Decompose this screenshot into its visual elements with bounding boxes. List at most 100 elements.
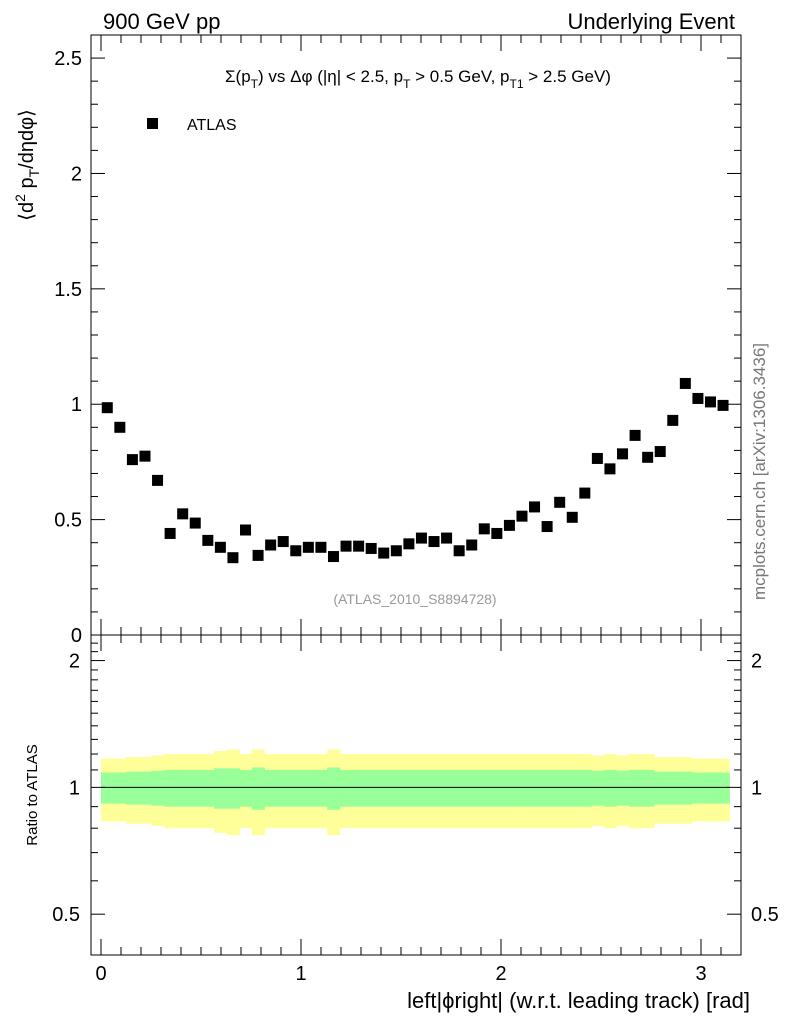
ratio-panel-frame <box>90 634 742 956</box>
data-point <box>692 392 704 404</box>
green-band-bin <box>704 772 718 804</box>
data-point <box>579 487 591 499</box>
data-point <box>667 414 679 426</box>
main-y-tick-label: 0 <box>71 625 82 647</box>
green-band-bin <box>188 769 203 807</box>
green-band-bin <box>503 769 517 807</box>
data-point <box>327 551 339 563</box>
ratio-y-tick-label: 2 <box>69 651 80 673</box>
x-tick-label: 2 <box>495 963 506 985</box>
green-band-bin <box>390 769 404 807</box>
ratio-y-ticks: 0.5 0.5 1 1 2 2 <box>52 642 779 926</box>
data-point <box>302 541 314 553</box>
data-point <box>290 545 302 557</box>
x-tick-label: 1 <box>295 963 306 985</box>
ylabel-part-a: ⟨d <box>16 202 38 221</box>
green-band-bin <box>653 771 667 805</box>
ylabel-sup: 2 <box>12 194 28 202</box>
data-point <box>139 450 151 462</box>
green-band-bin <box>327 767 341 810</box>
main-x-ticks <box>100 35 722 635</box>
green-band-bin <box>440 769 454 807</box>
title-part-mid-1: ) vs Δφ (|η| < 2.5, p <box>258 67 403 86</box>
green-band-bin <box>289 769 303 807</box>
data-point <box>277 536 289 548</box>
ratio-panel: 0.5 0.5 1 1 2 2 0 1 2 3 Ratio to ATLAS left|ϕrig… <box>24 634 779 1013</box>
green-band-bin <box>314 769 328 807</box>
main-y-tick-label: 2 <box>71 163 82 185</box>
green-band-bin <box>528 769 542 807</box>
data-point <box>177 508 189 520</box>
title-part-mid-2: > 0.5 GeV, p <box>410 67 509 86</box>
green-band-bin <box>565 769 580 807</box>
ylabel-sub: T <box>26 168 42 177</box>
main-y-tick-label: 1.5 <box>54 279 82 301</box>
data-point <box>629 429 641 441</box>
data-point <box>126 454 138 466</box>
title-part-lead: Σ(p <box>225 67 251 86</box>
green-band-bin <box>226 768 240 809</box>
ratio-y-tick-label-right: 0.5 <box>751 904 779 926</box>
ratio-y-tick-label-right: 1 <box>751 777 762 799</box>
green-band-bin <box>402 769 416 807</box>
green-band-bin <box>540 769 554 807</box>
data-point <box>717 399 729 411</box>
green-band-bin <box>251 767 265 810</box>
title-sub-2: T <box>403 77 411 91</box>
header-right-label: Underlying Event <box>567 9 735 34</box>
data-point <box>503 519 515 531</box>
x-tick-label: 0 <box>95 963 106 985</box>
data-point <box>114 421 126 433</box>
ratio-y-tick-label-right: 2 <box>751 651 762 673</box>
data-point <box>466 539 478 551</box>
green-band-bin <box>553 769 567 807</box>
data-point <box>529 501 541 513</box>
ratio-bands <box>101 749 730 836</box>
green-band-bin <box>641 769 655 807</box>
data-point <box>704 396 716 408</box>
data-point <box>378 547 390 559</box>
green-band-bin <box>113 772 127 804</box>
green-band-bin <box>716 772 730 804</box>
green-band-bin <box>352 769 366 807</box>
x-axis-label: left|ϕright| (w.r.t. leading track) [rad… <box>407 988 750 1013</box>
header-left-label: 900 GeV pp <box>103 9 220 34</box>
data-point <box>164 527 176 539</box>
green-band-bin <box>490 769 504 807</box>
analysis-watermark: (ATLAS_2010_S8894728) <box>333 591 496 607</box>
green-band-bin <box>427 769 441 807</box>
main-y-tick-label: 1 <box>71 394 82 416</box>
side-label: mcplots.cern.ch [arXiv:1306.3436] <box>750 343 769 600</box>
data-point <box>591 452 603 464</box>
data-point <box>441 532 453 544</box>
data-point <box>541 521 553 533</box>
data-point <box>365 542 377 554</box>
green-band-bin <box>578 769 592 807</box>
green-band-bin <box>138 771 152 805</box>
data-point <box>315 541 327 553</box>
main-y-axis-label: ⟨d2 pT/dηdφ⟩ <box>12 109 42 221</box>
title-sub-3: T1 <box>510 77 524 91</box>
main-plot-title: Σ(pT) vs Δφ (|η| < 2.5, pT > 0.5 GeV, pT… <box>225 67 611 91</box>
data-point <box>617 448 629 460</box>
data-point <box>390 545 402 557</box>
data-point <box>679 377 691 389</box>
green-band-bin <box>415 769 429 807</box>
green-band-bin <box>264 769 278 807</box>
data-point <box>240 524 252 536</box>
green-band-bin <box>101 772 115 804</box>
data-point <box>189 517 201 529</box>
ylabel-part-c: /dηdφ⟩ <box>16 109 38 169</box>
green-band-bin <box>339 769 353 807</box>
main-y-ticks: 0 0.5 1 1.5 2 2.5 <box>54 34 741 647</box>
green-band-bin <box>151 770 165 806</box>
green-band-bin <box>628 769 642 807</box>
data-point <box>654 446 666 458</box>
data-point <box>415 532 427 544</box>
green-band-bin <box>515 769 529 807</box>
data-point <box>152 474 164 486</box>
data-point <box>403 538 415 550</box>
green-band-bin <box>465 769 479 807</box>
data-point <box>340 540 352 552</box>
main-y-tick-label: 2.5 <box>54 48 82 70</box>
